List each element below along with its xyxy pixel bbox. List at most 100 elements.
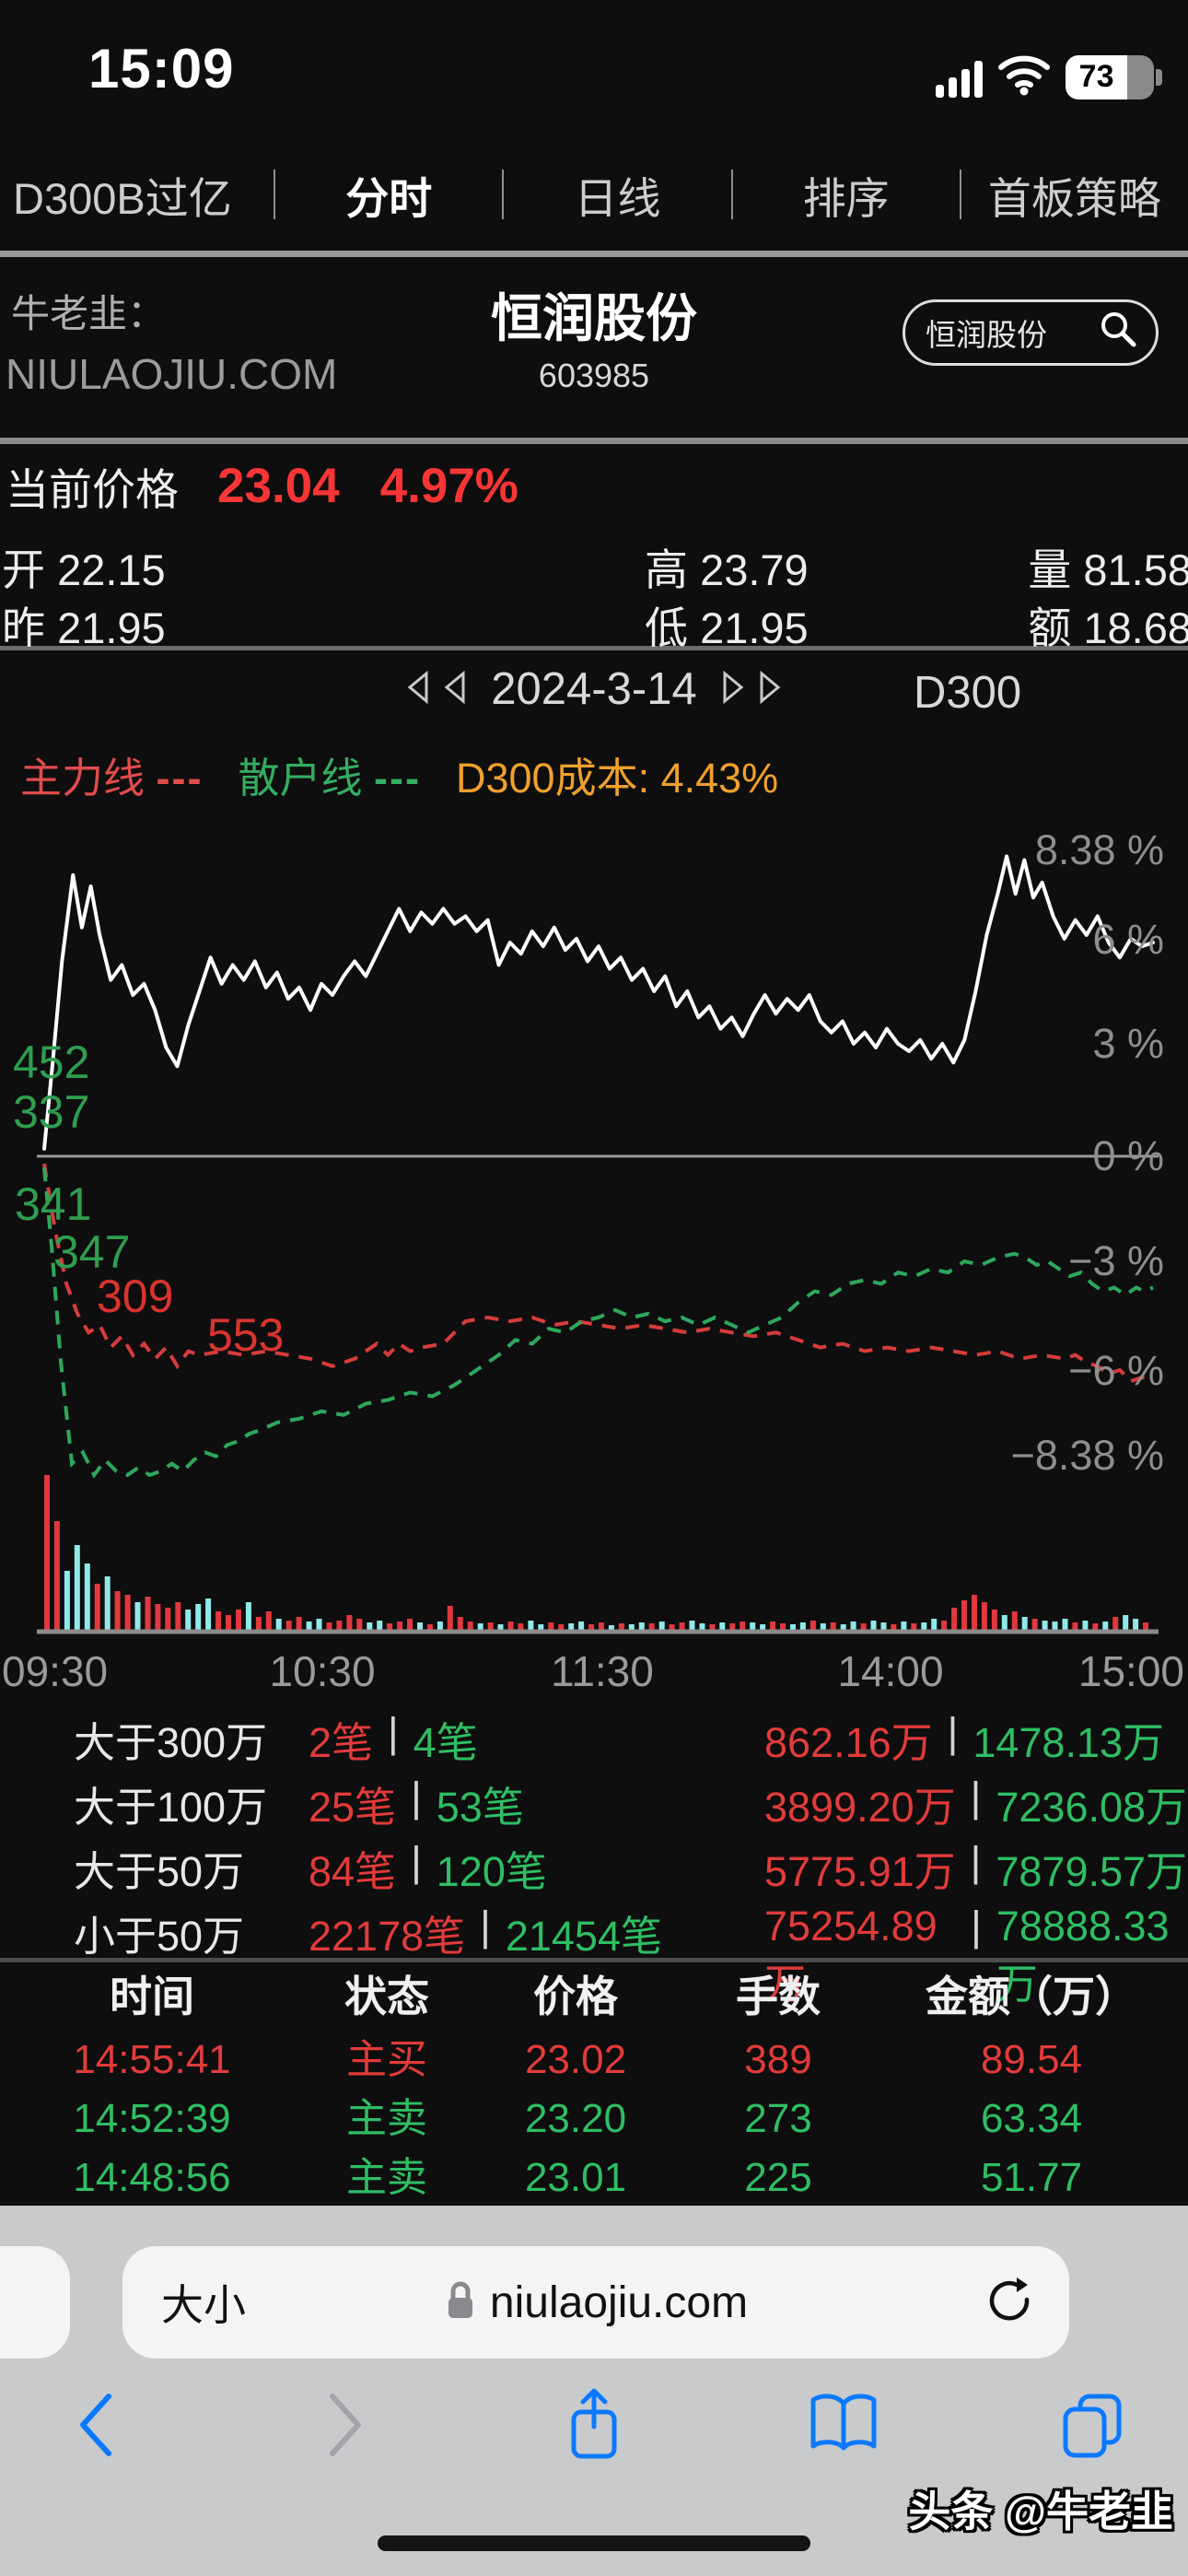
safari-bottom-bar: 大小 niulaojiu.com bbox=[0, 2206, 1188, 2576]
money-flow-table: 大于300万 2笔 | 4笔 862.16万 | 1478.13万 大于100万 25笔… bbox=[0, 1700, 1188, 2008]
open-value: 22.15 bbox=[57, 545, 166, 594]
y-axis-tick: 6 % bbox=[1092, 916, 1164, 963]
buy-amount: 3899.20万 bbox=[764, 1784, 956, 1831]
legend-main-dash: --- bbox=[156, 754, 204, 802]
col-lots: 手数 bbox=[736, 1973, 821, 2020]
x-axis-tick: 14:00 bbox=[837, 1647, 944, 1695]
step-back-icon[interactable] bbox=[441, 669, 469, 710]
stats-row-1: 开 22.15 高 23.79 量 81.58 bbox=[0, 529, 1188, 594]
y-axis-tick: −6 % bbox=[1068, 1347, 1164, 1394]
col-time: 时间 bbox=[110, 1973, 194, 2020]
buy-amount: 862.16万 bbox=[764, 1719, 933, 1766]
y-axis-tick: 3 % bbox=[1092, 1020, 1164, 1067]
watermark: 头条 @牛老韭 bbox=[908, 2488, 1173, 2535]
sell-count: 4笔 bbox=[413, 1719, 478, 1766]
buy-amount: 75254.89万 bbox=[764, 1903, 938, 2008]
y-axis-tick: −8.38 % bbox=[1010, 1432, 1164, 1479]
y-axis-tick: 0 % bbox=[1092, 1132, 1164, 1179]
trade-status: 主卖 bbox=[346, 2096, 427, 2141]
threshold-label: 大于300万 bbox=[74, 1719, 268, 1766]
trade-time: 14:52:39 bbox=[73, 2096, 231, 2141]
threshold-label: 小于50万 bbox=[74, 1913, 245, 1960]
current-price-row: 当前价格 23.04 4.97% bbox=[0, 443, 1188, 529]
tab-paixu[interactable]: 排序 bbox=[802, 173, 890, 223]
step-forward-icon[interactable] bbox=[719, 669, 747, 710]
share-icon[interactable] bbox=[555, 2386, 633, 2464]
sell-amount: 7236.08万 bbox=[996, 1784, 1188, 1831]
step-back-fast-icon[interactable] bbox=[404, 669, 432, 710]
trade-amount: 51.77 bbox=[980, 2155, 1083, 2200]
bookmarks-icon[interactable] bbox=[805, 2386, 882, 2464]
trade-row: 14:55:41 主买 23.02 389 89.54 bbox=[0, 2031, 1188, 2090]
stats-row-2: 昨 21.95 低 21.95 额 18.68 bbox=[0, 587, 1188, 652]
trades-table: 时间 状态 价格 手数 金额（万） 14:55:41 主买 23.02 389 … bbox=[0, 1962, 1188, 2206]
main-force-line bbox=[42, 1163, 1153, 1384]
x-axis-tick: 15:00 bbox=[1077, 1647, 1184, 1695]
amount-label: 额 bbox=[1028, 603, 1072, 652]
battery-icon: 73 bbox=[1066, 54, 1162, 100]
site-name: 牛老韭： bbox=[11, 292, 167, 335]
trade-amount: 89.54 bbox=[980, 2037, 1083, 2082]
trade-price: 23.20 bbox=[524, 2096, 627, 2141]
home-indicator[interactable] bbox=[378, 2535, 810, 2551]
chart-canvas bbox=[37, 854, 1159, 1634]
prev-close-value: 21.95 bbox=[57, 603, 166, 652]
battery-percent: 73 bbox=[1066, 54, 1128, 100]
price-line bbox=[42, 854, 1155, 1151]
trade-status: 主卖 bbox=[346, 2155, 427, 2200]
high-label: 高 bbox=[645, 545, 688, 594]
sell-amount: 78888.33万 bbox=[996, 1903, 1170, 2008]
sell-count: 120笔 bbox=[436, 1848, 547, 1895]
step-forward-fast-icon[interactable] bbox=[756, 669, 784, 710]
low-value: 21.95 bbox=[700, 603, 809, 652]
refresh-icon[interactable] bbox=[986, 2277, 1034, 2329]
price-label: 当前价格 bbox=[6, 465, 179, 514]
legend-cost-label: D300成本: 4.43% bbox=[456, 754, 779, 802]
price-change: 4.97% bbox=[379, 459, 518, 513]
money-flow-row: 大于300万 2笔 | 4笔 862.16万 | 1478.13万 bbox=[0, 1700, 1188, 1766]
price-value: 23.04 bbox=[217, 459, 340, 513]
url-bar[interactable]: 大小 niulaojiu.com bbox=[122, 2246, 1069, 2359]
back-icon[interactable] bbox=[57, 2386, 134, 2464]
text-size-button[interactable]: 大小 bbox=[161, 2281, 246, 2329]
volume-label: 量 bbox=[1028, 545, 1072, 594]
site-domain: NIULAOJIU.COM bbox=[6, 350, 338, 398]
x-axis-tick: 10:30 bbox=[269, 1647, 376, 1695]
trade-time: 14:55:41 bbox=[73, 2037, 231, 2082]
tab-rixian[interactable]: 日线 bbox=[574, 173, 661, 223]
tab-shouban[interactable]: 首板策略 bbox=[987, 173, 1161, 223]
clock: 15:09 bbox=[88, 38, 235, 100]
chart-data-label: 341 bbox=[15, 1178, 92, 1230]
buy-amount: 5775.91万 bbox=[764, 1848, 956, 1895]
sell-count: 53笔 bbox=[436, 1784, 524, 1831]
chart-data-label: 553 bbox=[207, 1309, 285, 1361]
status-bar: 15:09 73 bbox=[0, 0, 1188, 138]
search-icon[interactable] bbox=[1097, 308, 1139, 357]
legend-retail-label: 散户线 bbox=[238, 754, 363, 802]
search-value: 恒润股份 bbox=[926, 318, 1047, 352]
trade-price: 23.01 bbox=[524, 2155, 627, 2200]
browser-toolbar bbox=[0, 2386, 1188, 2464]
trade-price: 23.02 bbox=[524, 2037, 627, 2082]
wifi-icon bbox=[997, 53, 1051, 100]
buy-count: 2笔 bbox=[309, 1719, 374, 1766]
forward-icon[interactable] bbox=[307, 2386, 384, 2464]
threshold-label: 大于50万 bbox=[74, 1848, 245, 1895]
money-flow-row: 大于100万 25笔 | 53笔 3899.20万 | 7236.08万 bbox=[0, 1764, 1188, 1831]
tab-divider bbox=[730, 170, 733, 219]
buy-count: 84笔 bbox=[309, 1848, 397, 1895]
tab-fenshi[interactable]: 分时 bbox=[345, 173, 433, 223]
col-status: 状态 bbox=[344, 1973, 429, 2020]
legend-retail-dash: --- bbox=[374, 754, 421, 802]
search-input[interactable]: 恒润股份 bbox=[903, 299, 1159, 366]
chart-data-label: 309 bbox=[97, 1270, 174, 1322]
tabs-icon[interactable] bbox=[1054, 2386, 1131, 2464]
tab-divider bbox=[959, 170, 961, 219]
tab-divider bbox=[274, 170, 276, 219]
stock-name: 恒润股份 bbox=[491, 289, 697, 347]
lock-icon bbox=[444, 2278, 477, 2327]
adjacent-tab-stub[interactable] bbox=[0, 2246, 70, 2359]
trade-lots: 389 bbox=[744, 2037, 812, 2082]
tab-d300b[interactable]: D300B过亿 bbox=[13, 173, 232, 223]
low-label: 低 bbox=[645, 603, 688, 652]
